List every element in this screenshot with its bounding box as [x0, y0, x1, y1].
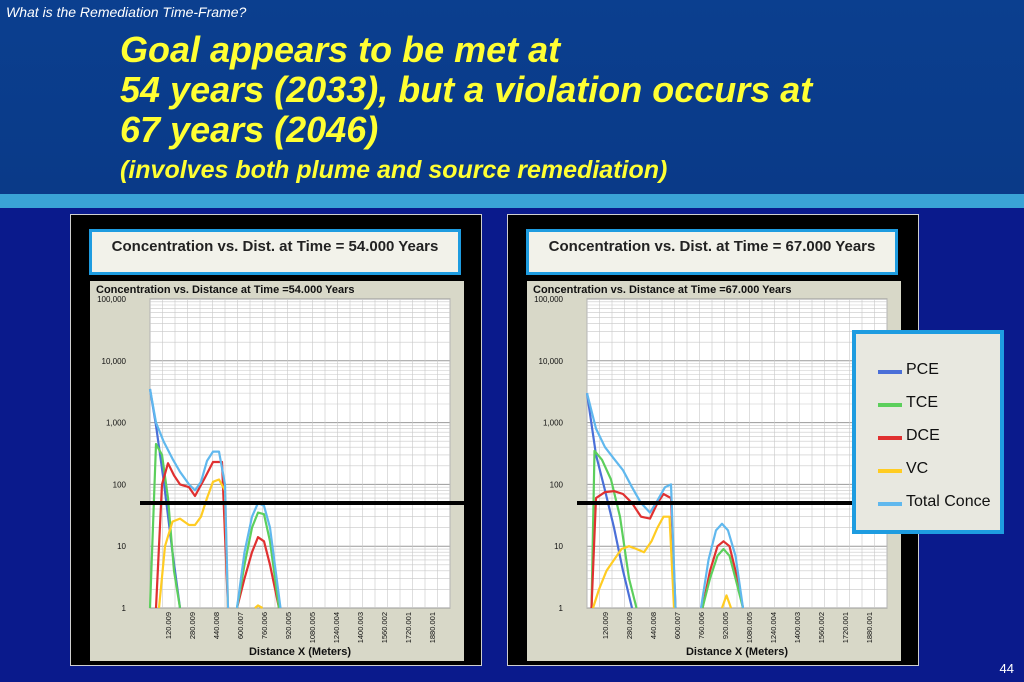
breadcrumb: What is the Remediation Time-Frame?: [6, 4, 247, 20]
y-tick-label: 1,000: [106, 419, 127, 428]
chart-legend: PCE TCE DCE VC Total Conce: [852, 330, 1004, 534]
y-tick-label: 100: [550, 480, 564, 489]
series-line-vc: [591, 515, 676, 609]
y-tick-label: 1: [122, 604, 127, 613]
series-line-total-conc: [699, 522, 745, 609]
y-tick-label: 10,000: [102, 357, 127, 366]
y-tick-label: 10: [117, 542, 126, 551]
legend-swatch-vc: [878, 469, 902, 473]
series-line-vc: [157, 478, 230, 609]
y-tick-label: 100,000: [534, 295, 563, 304]
legend-label-vc: VC: [906, 460, 929, 477]
page-number: 44: [999, 661, 1014, 676]
title-line-3: 67 years (2046): [120, 109, 379, 150]
chart-title: Concentration vs. Distance at Time =67.0…: [533, 284, 792, 296]
series-line-vc: [254, 604, 264, 609]
title-line-1: Goal appears to be met at: [120, 29, 561, 70]
x-axis-label: Distance X (Meters): [686, 646, 788, 658]
chart-caption-54: Concentration vs. Dist. at Time = 54.000…: [89, 229, 461, 275]
chart-panel-67: Concentration vs. Dist. at Time = 67.000…: [507, 214, 919, 666]
x-axis-label: Distance X (Meters): [249, 646, 351, 658]
x-tick-label: 600.007: [673, 612, 682, 639]
y-tick-label: 1: [559, 604, 564, 613]
x-tick-label: 1720.001: [404, 612, 413, 643]
legend-swatch-dce: [878, 436, 902, 440]
x-tick-label: 1720.001: [841, 612, 850, 643]
series-line-total-conc: [585, 392, 677, 609]
legend-swatch-total: [878, 502, 902, 506]
series-line-dce: [154, 460, 230, 609]
series-line-vc: [720, 594, 733, 609]
x-tick-label: 1080.005: [745, 612, 754, 643]
series-line-dce: [701, 540, 745, 609]
slide-title: Goal appears to be met at 54 years (2033…: [120, 30, 1000, 150]
x-tick-label: 280.009: [625, 612, 634, 639]
x-tick-label: 1400.003: [356, 612, 365, 643]
legend-label-dce: DCE: [906, 427, 940, 444]
x-tick-label: 1880.001: [865, 612, 874, 643]
y-tick-label: 10,000: [539, 357, 564, 366]
slide-header: [0, 0, 1024, 194]
x-tick-label: 1560.002: [380, 612, 389, 643]
x-tick-label: 1400.003: [793, 612, 802, 643]
x-tick-label: 120.009: [601, 612, 610, 639]
series-line-tce: [701, 547, 745, 609]
x-tick-label: 1240.004: [332, 612, 341, 643]
slide-subtitle: (involves both plume and source remediat…: [120, 156, 668, 184]
x-tick-label: 600.007: [236, 612, 245, 639]
x-tick-label: 760.006: [697, 612, 706, 639]
x-tick-label: 1880.001: [428, 612, 437, 643]
x-tick-label: 920.005: [721, 612, 730, 639]
legend-label-total: Total Conce: [906, 493, 991, 510]
concentration-chart-54: Concentration vs. Distance at Time =54.0…: [96, 284, 464, 658]
x-tick-label: 440.008: [649, 612, 658, 639]
x-tick-label: 440.008: [212, 612, 221, 639]
legend-label-tce: TCE: [906, 394, 938, 411]
series-line-tce: [235, 511, 281, 609]
legend-swatch-pce: [878, 370, 902, 374]
chart-area-54: Concentration vs. Distance at Time =54.0…: [90, 281, 464, 661]
legend-swatch-tce: [878, 403, 902, 407]
chart-panel-54: Concentration vs. Dist. at Time = 54.000…: [70, 214, 482, 666]
series-line-total-conc: [148, 388, 230, 609]
y-tick-label: 100,000: [97, 295, 126, 304]
series-line-dce: [235, 536, 281, 609]
title-line-2: 54 years (2033), but a violation occurs …: [120, 69, 813, 110]
chart-area-67: Concentration vs. Distance at Time =67.0…: [527, 281, 901, 661]
x-tick-label: 1080.005: [308, 612, 317, 643]
x-tick-label: 280.009: [188, 612, 197, 639]
x-tick-label: 920.005: [284, 612, 293, 639]
series-line-tce: [590, 449, 638, 609]
y-tick-label: 1,000: [543, 419, 564, 428]
chart-title: Concentration vs. Distance at Time =54.0…: [96, 284, 355, 296]
x-tick-label: 120.009: [164, 612, 173, 639]
chart-caption-67: Concentration vs. Dist. at Time = 67.000…: [526, 229, 898, 275]
legend-label-pce: PCE: [906, 361, 939, 378]
concentration-chart-67: Concentration vs. Distance at Time =67.0…: [533, 284, 901, 658]
header-stripe: [0, 194, 1024, 208]
x-tick-label: 1560.002: [817, 612, 826, 643]
y-tick-label: 10: [554, 542, 563, 551]
x-tick-label: 1240.004: [769, 612, 778, 643]
series-line-pce: [585, 392, 634, 609]
y-tick-label: 100: [113, 480, 127, 489]
x-tick-label: 760.006: [260, 612, 269, 639]
series-line-dce: [590, 490, 677, 609]
